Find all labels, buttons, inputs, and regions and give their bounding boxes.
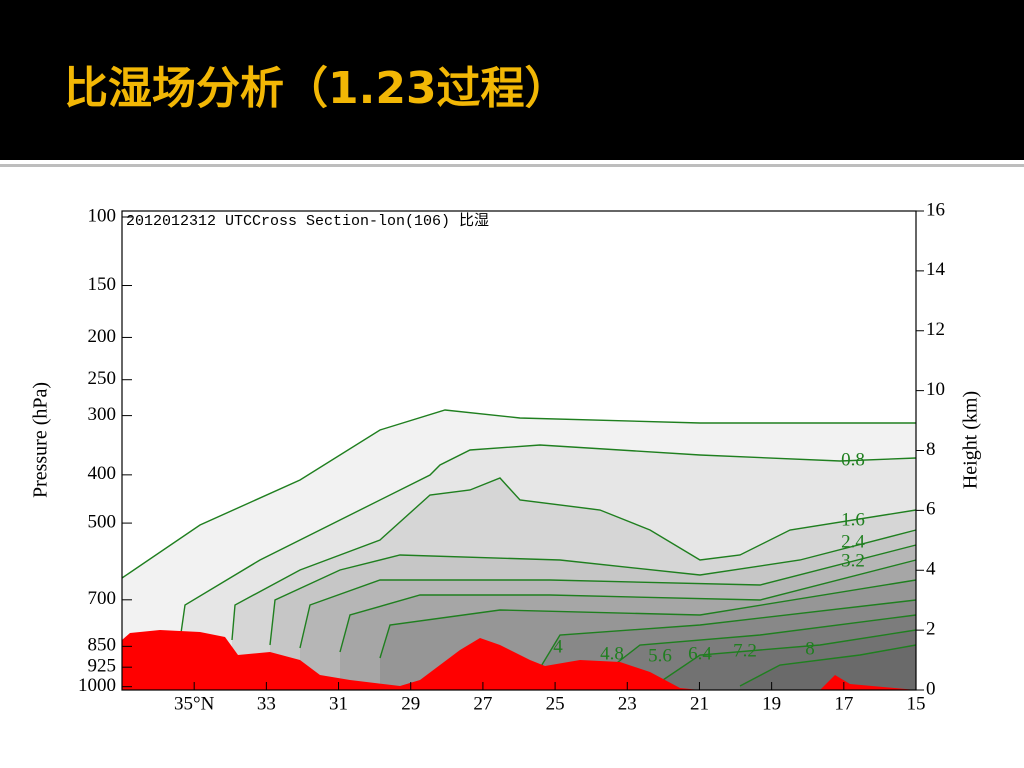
y-tick-label: 250 (88, 368, 117, 389)
y-tick-label: 925 (88, 656, 117, 677)
y-tick-label: 850 (88, 635, 117, 656)
y-tick-label: 300 (88, 404, 117, 425)
contour-line (269, 529, 917, 646)
y-axis-label: Pressure (hPa) (30, 382, 52, 498)
x-tick-label: 23 (618, 693, 637, 714)
contour-fills (122, 410, 916, 690)
y2-tick-label: 12 (926, 319, 945, 340)
y2-tick-label: 10 (926, 379, 945, 400)
contour-label: 5.6 (648, 645, 672, 666)
y2-tick-label: 8 (926, 439, 936, 460)
x-tick-label: 35°N (174, 693, 215, 714)
contour-lines (121, 409, 917, 687)
contour-label: 3.2 (841, 550, 865, 571)
contour-fill (740, 645, 916, 690)
x-tick-label: 15 (907, 693, 926, 714)
y2-tick-label: 14 (926, 259, 946, 280)
y2-tick-label: 0 (926, 678, 936, 699)
y2-tick-label: 2 (926, 618, 936, 639)
contour-line (179, 444, 917, 641)
contour-label: 8 (805, 638, 815, 659)
contour-line (599, 614, 917, 677)
contour-label: 6.4 (688, 643, 712, 664)
y-tick-label: 150 (88, 274, 117, 295)
contour-line (339, 559, 917, 653)
y-tick-label: 200 (88, 326, 117, 347)
contour-line (739, 644, 917, 687)
contour-line (539, 599, 917, 669)
x-tick-label: 29 (401, 693, 420, 714)
contour-line (299, 544, 917, 649)
contour-boundary (121, 409, 916, 579)
separator (0, 164, 1024, 167)
y2-tick-label: 16 (926, 199, 945, 220)
x-tick-label: 17 (834, 693, 853, 714)
x-tick-label: 25 (546, 693, 565, 714)
y-tick-label: 400 (88, 463, 117, 484)
x-tick-label: 21 (690, 693, 709, 714)
plot-title: 2012012312 UTCCross Section-lon(106) 比湿 (126, 212, 489, 230)
x-tick-label: 27 (473, 693, 492, 714)
contour-label: 0.8 (841, 449, 865, 470)
contour-line (231, 477, 917, 641)
slide-title: 比湿场分析（1.23过程） (64, 63, 569, 114)
contour-label: 1.6 (841, 509, 865, 530)
y-tick-label: 100 (88, 205, 117, 226)
y2-tick-label: 4 (926, 559, 936, 580)
contour-label: 4 (553, 636, 563, 657)
contour-label: 7.2 (733, 640, 757, 661)
y-tick-label: 1000 (78, 675, 116, 696)
y-tick-label: 500 (88, 511, 117, 532)
contour-label: 2.4 (841, 531, 865, 552)
y-tick-label: 700 (88, 588, 117, 609)
x-tick-label: 31 (329, 693, 348, 714)
terrain (122, 630, 916, 690)
contour-line (379, 579, 917, 659)
contour-line (659, 629, 917, 683)
x-tick-label: 19 (762, 693, 781, 714)
x-tick-label: 33 (257, 693, 276, 714)
y2-axis-label: Height (km) (960, 391, 982, 489)
contour-label: 4.8 (600, 643, 624, 664)
y2-tick-label: 6 (926, 499, 936, 520)
title-band (0, 0, 1024, 160)
